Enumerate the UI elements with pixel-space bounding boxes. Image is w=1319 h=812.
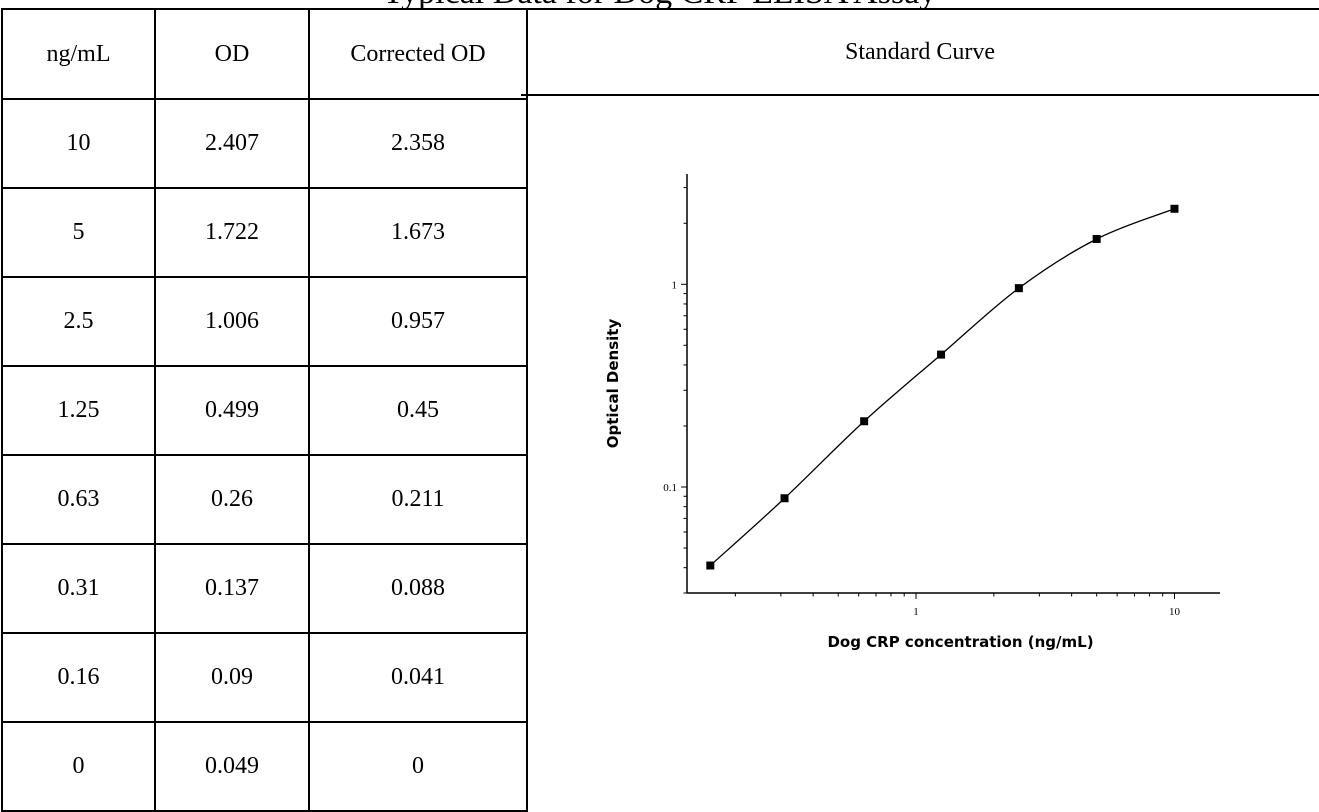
table-row: 1.25 0.499 0.45 <box>1 365 528 456</box>
cell-od: 0.499 <box>154 365 310 456</box>
data-point <box>1092 234 1101 243</box>
y-tick-label: 0.1 <box>663 482 677 494</box>
standard-curve-chart: 1 10 0.1 1 Dog CRP concentration (ng/mL) Op… <box>604 174 1220 651</box>
chart-axes <box>686 174 1220 594</box>
cell-corrected-od: 0.45 <box>308 365 528 456</box>
x-tick-label: 10 <box>1169 606 1181 618</box>
cell-corrected-od: 0.088 <box>308 543 528 634</box>
standard-curve-header: Standard Curve <box>521 8 1319 96</box>
x-tick-label: 1 <box>913 606 919 618</box>
cell-od: 0.137 <box>154 543 310 634</box>
cell-corrected-od: 1.673 <box>308 187 528 278</box>
cell-concentration: 10 <box>1 98 156 189</box>
y-axis-label: Optical Density <box>604 319 622 449</box>
standard-data-table: ng/mL OD Corrected OD 10 2.407 2.358 5 1… <box>1 8 528 812</box>
page-title: Typical Data for Dog CRP ELISA Assay <box>0 0 1319 10</box>
header-concentration: ng/mL <box>1 8 156 100</box>
cell-corrected-od: 0.211 <box>308 454 528 545</box>
table-row: 10 2.407 2.358 <box>1 98 528 189</box>
table-row: 0.63 0.26 0.211 <box>1 454 528 545</box>
cell-od: 1.722 <box>154 187 310 278</box>
cell-corrected-od: 0.957 <box>308 276 528 367</box>
data-point <box>1014 284 1023 293</box>
cell-corrected-od: 2.358 <box>308 98 528 189</box>
cell-concentration: 0.31 <box>1 543 156 634</box>
cell-concentration: 0.63 <box>1 454 156 545</box>
table-row: 0.16 0.09 0.041 <box>1 632 528 723</box>
data-points <box>706 204 1179 570</box>
cell-od: 1.006 <box>154 276 310 367</box>
cell-concentration: 0.16 <box>1 632 156 723</box>
cell-concentration: 5 <box>1 187 156 278</box>
chart-ticks: 1 10 0.1 1 <box>663 187 1181 618</box>
table-row: 0 0.049 0 <box>1 721 528 812</box>
data-point <box>780 494 789 503</box>
cell-concentration: 1.25 <box>1 365 156 456</box>
table-row: 5 1.722 1.673 <box>1 187 528 278</box>
cell-concentration: 0 <box>1 721 156 812</box>
data-point <box>1170 204 1179 213</box>
header-od: OD <box>154 8 310 100</box>
cell-od: 2.407 <box>154 98 310 189</box>
data-point <box>706 561 715 570</box>
table-row: 2.5 1.006 0.957 <box>1 276 528 367</box>
data-point <box>937 350 946 359</box>
cell-corrected-od: 0 <box>308 721 528 812</box>
header-corrected-od: Corrected OD <box>308 8 528 100</box>
fit-curve <box>709 208 1175 566</box>
cell-concentration: 2.5 <box>1 276 156 367</box>
x-axis-label: Dog CRP concentration (ng/mL) <box>827 633 1093 651</box>
y-tick-label: 1 <box>672 279 678 291</box>
cell-corrected-od: 0.041 <box>308 632 528 723</box>
cell-od: 0.09 <box>154 632 310 723</box>
table-row: 0.31 0.137 0.088 <box>1 543 528 634</box>
table-header-row: ng/mL OD Corrected OD <box>1 8 528 100</box>
data-point <box>860 417 869 426</box>
cell-od: 0.049 <box>154 721 310 812</box>
cell-od: 0.26 <box>154 454 310 545</box>
